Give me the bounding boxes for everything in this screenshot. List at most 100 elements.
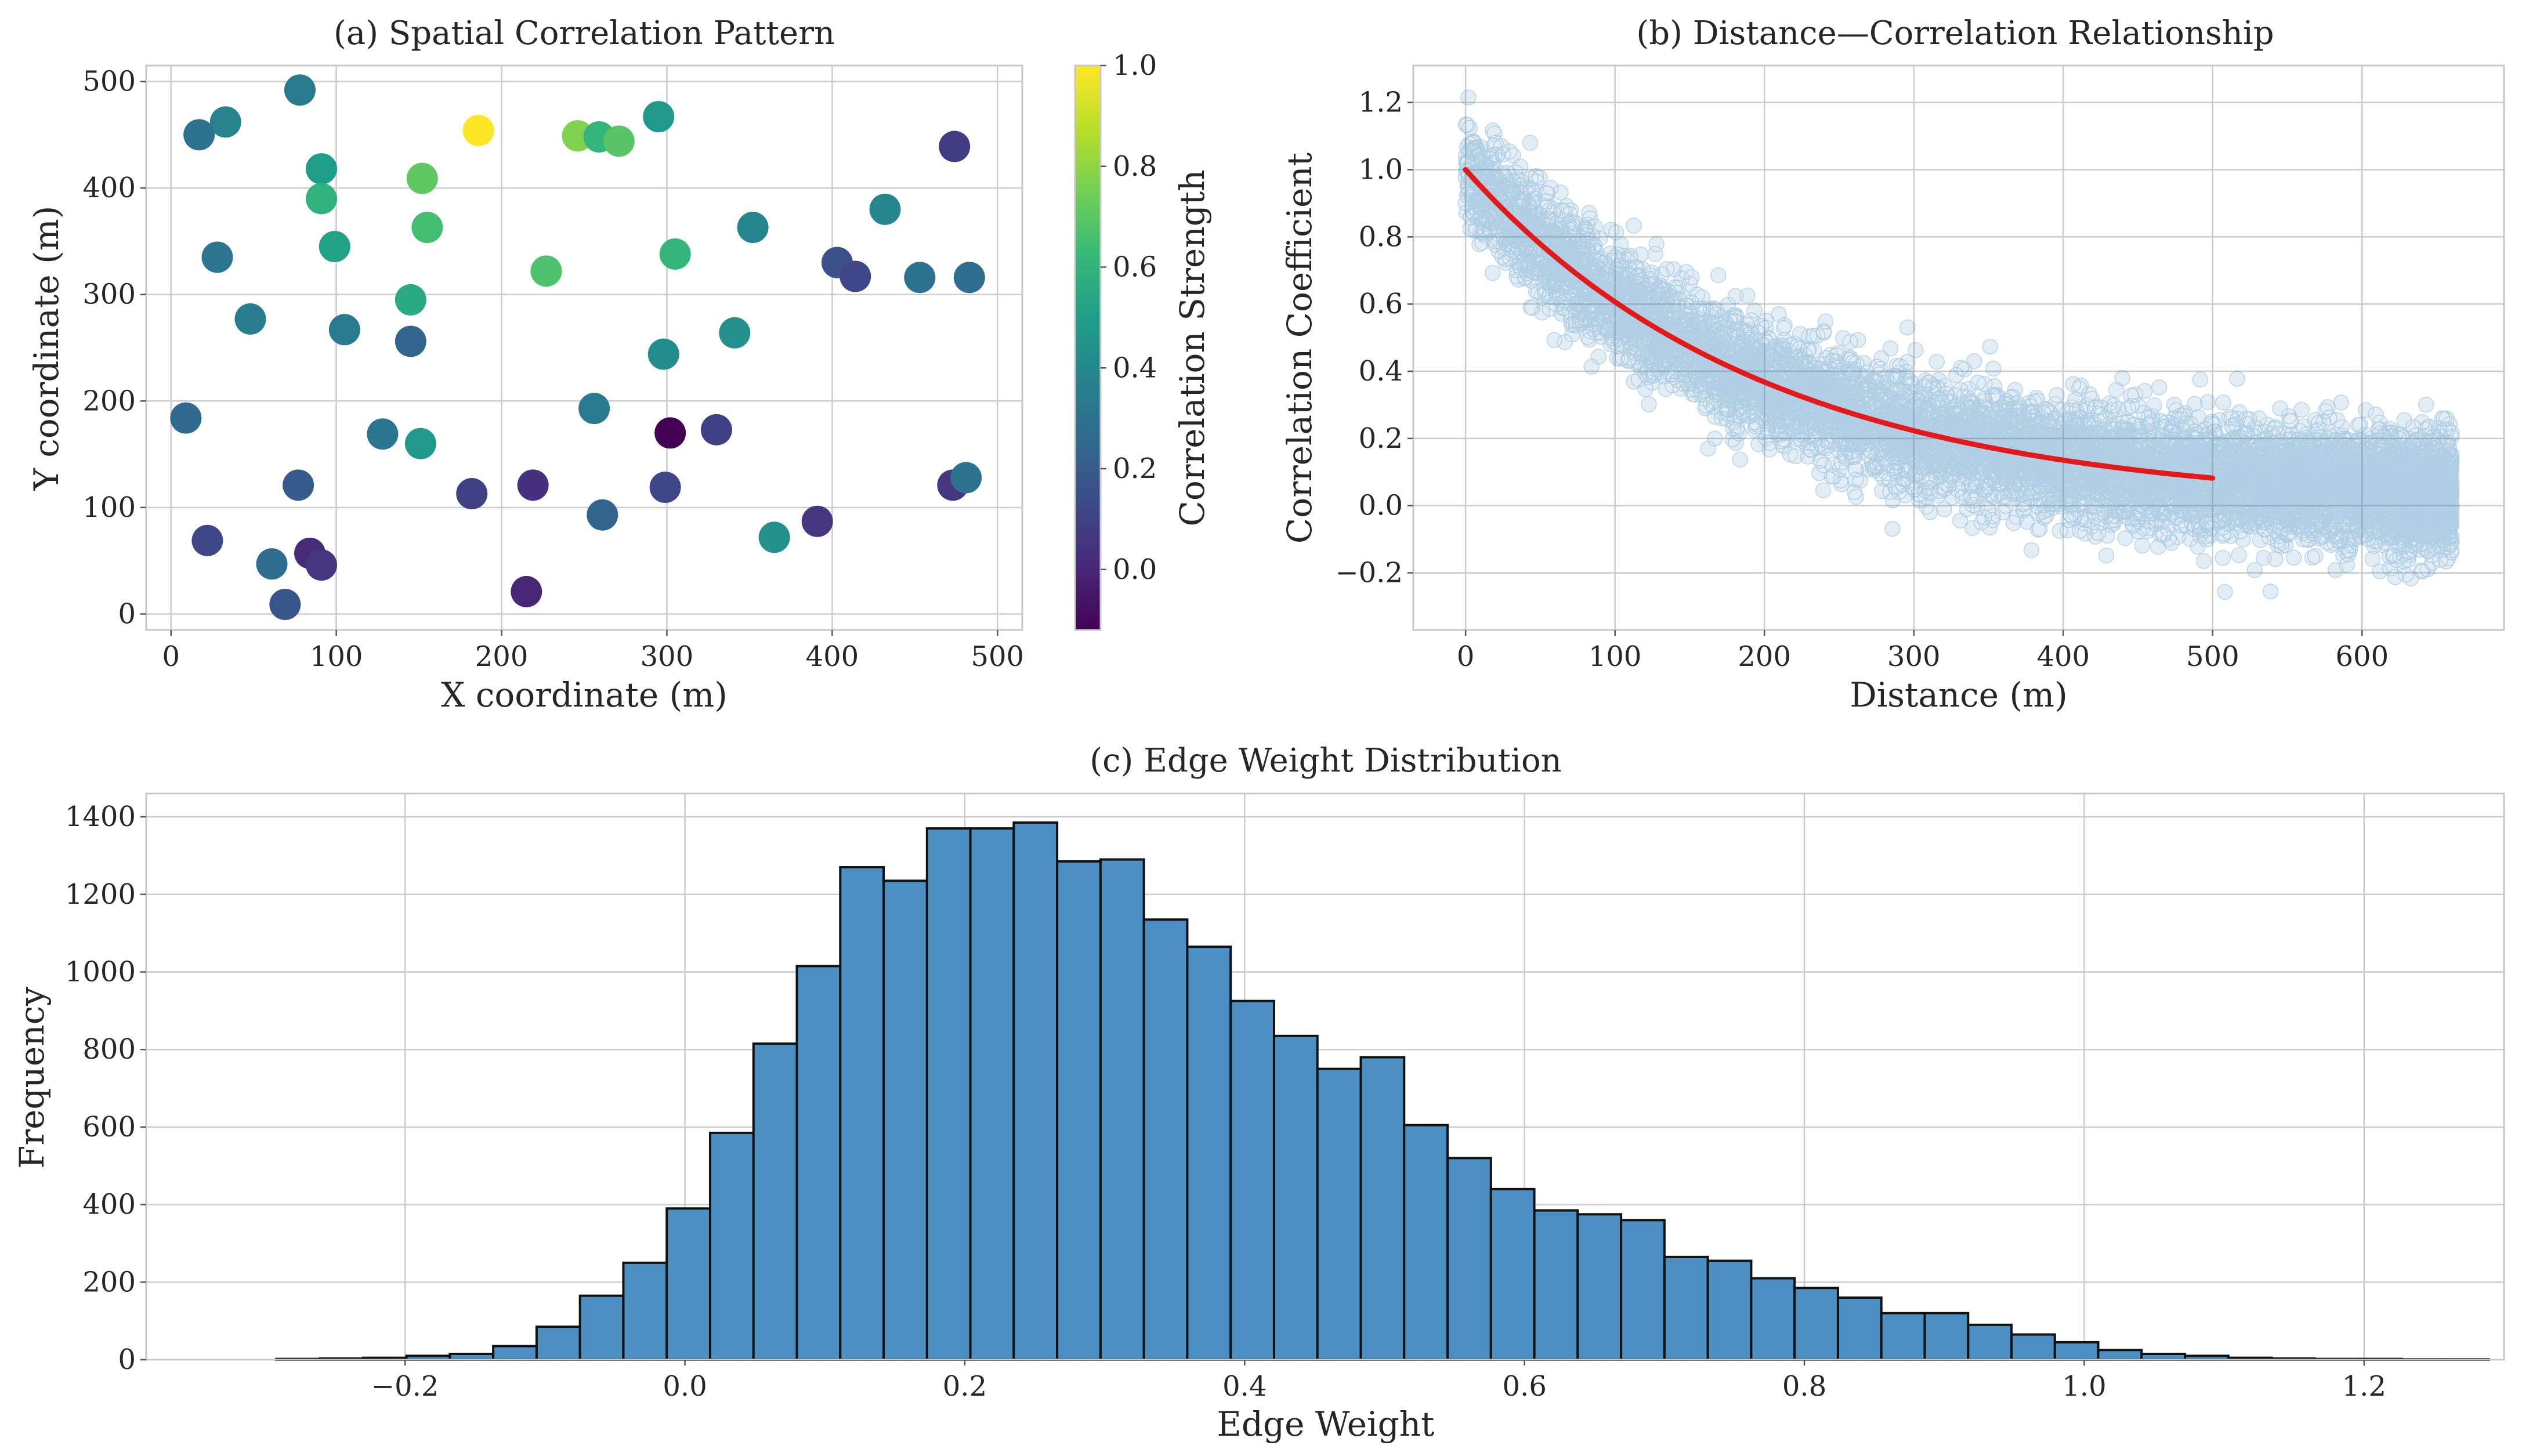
x-tick-label: 0.8 (1782, 1370, 1826, 1403)
scatter-point (953, 262, 985, 294)
scatter-point (269, 588, 301, 620)
histogram-bar (1142, 918, 1189, 1361)
y-tick-label: 600 (82, 1111, 136, 1143)
histogram-bar (708, 1131, 755, 1361)
panel-c-y-ticks: 0 200 400 600 800 1000 1200 1400 (65, 801, 146, 1376)
y-tick-label: 400 (82, 172, 136, 204)
panel-b-distance-correlation: (b) Distance—Correlation Relationship 0 1… (1280, 15, 2505, 715)
histogram-bar (2053, 1341, 2100, 1361)
histogram-bar (1186, 946, 1232, 1361)
colorbar-ticks: 0.0 0.2 0.4 0.6 0.8 1.0 (1101, 49, 1157, 586)
y-tick-label: 1200 (65, 878, 136, 911)
scatter-point (462, 114, 494, 146)
panel-a-spatial-correlation: (a) Spatial Correlation Pattern 0 100 200 3… (27, 15, 1212, 715)
histogram-bar (1620, 1219, 1666, 1361)
scatter-point (256, 548, 288, 580)
scatter-point (456, 478, 488, 510)
histogram-bar (1056, 860, 1102, 1361)
scatter-point (183, 119, 215, 151)
scatter-point (517, 469, 549, 501)
histogram-bar (839, 866, 885, 1361)
scatter-point (869, 193, 901, 225)
panel-a-points (170, 74, 985, 620)
histogram-bar (578, 1294, 625, 1361)
histogram-bar (1403, 1124, 1449, 1361)
scatter-point (719, 317, 751, 349)
x-tick-label: 300 (1887, 640, 1941, 673)
panel-c-edge-weight-histogram: (c) Edge Weight Distribution −0.2 0.0 0.2 0… (12, 742, 2505, 1444)
histogram-bar (1923, 1312, 1970, 1361)
histogram-bar (969, 827, 1015, 1361)
scatter-point (404, 428, 436, 459)
scatter-point (201, 241, 233, 273)
colorbar-tick-label: 0.8 (1113, 150, 1157, 183)
scatter-point (328, 314, 360, 346)
scatter-point (411, 212, 443, 244)
scatter-point (737, 212, 769, 244)
y-tick-label: 800 (82, 1033, 136, 1066)
scatter-point (758, 521, 790, 553)
histogram-bar (1533, 1209, 1579, 1361)
x-tick-label: 0.0 (663, 1370, 707, 1403)
panel-c-bars (275, 821, 2490, 1361)
histogram-bar (882, 879, 928, 1361)
y-tick-label: 0 (118, 597, 136, 630)
histogram-bar (1967, 1323, 2013, 1361)
histogram-bar (1359, 1056, 1406, 1361)
x-tick-label: 0.2 (943, 1370, 987, 1403)
x-tick-label: 600 (2336, 640, 2389, 673)
x-tick-label: 200 (475, 640, 529, 673)
x-tick-label: 100 (310, 640, 363, 673)
y-tick-label: 1.2 (1359, 86, 1403, 119)
scatter-point (643, 101, 675, 133)
colorbar-tick-label: 1.0 (1113, 49, 1157, 82)
y-tick-label: 0.8 (1359, 220, 1403, 253)
y-tick-label: 1400 (65, 801, 136, 833)
scatter-cloud-points (1457, 89, 2460, 600)
scatter-point (234, 303, 266, 335)
y-tick-label: 1.0 (1359, 154, 1403, 186)
panel-a-grid (146, 66, 1022, 630)
histogram-bar (1663, 1255, 1709, 1361)
scatter-point (191, 524, 223, 556)
scatter-point (840, 260, 871, 292)
histogram-bar (1272, 1034, 1319, 1361)
panel-c-frame (145, 792, 2505, 1361)
scatter-point (647, 338, 679, 370)
x-tick-label: 300 (641, 640, 694, 673)
scatter-point (209, 106, 241, 138)
histogram-bar (1706, 1259, 1753, 1361)
y-tick-label: 0.6 (1359, 288, 1403, 320)
panel-b-scatter-cloud (1457, 89, 2460, 600)
y-tick-label: 500 (82, 66, 136, 98)
colorbar-label: Correlation Strength (1173, 169, 1212, 526)
histogram-bar (1880, 1312, 1926, 1361)
histogram-bar (2140, 1352, 2187, 1361)
scatter-point (578, 393, 610, 425)
panel-a-y-ticks: 0 100 200 300 400 500 (82, 66, 146, 630)
colorbar-tick-label: 0.0 (1113, 553, 1157, 586)
panel-c-title: (c) Edge Weight Distribution (1090, 742, 1561, 780)
histogram-bar (925, 827, 972, 1361)
panel-a-frame (145, 64, 1023, 631)
scatter-point (587, 499, 618, 531)
scatter-point (700, 414, 732, 446)
y-tick-label: 0.0 (1359, 490, 1403, 522)
scatter-point (511, 575, 542, 607)
scatter-point (306, 153, 337, 185)
panel-c-y-label: Frequency (12, 987, 52, 1169)
panel-a-y-label: Y coordinate (m) (27, 206, 66, 491)
scatter-point (283, 469, 314, 501)
panel-c-x-ticks: −0.2 0.0 0.2 0.4 0.6 0.8 1.0 1.2 (371, 1360, 2386, 1403)
histogram-bar (492, 1345, 538, 1361)
histogram-bar (1446, 1157, 1492, 1361)
histogram-bar (1316, 1067, 1362, 1361)
scatter-point (939, 131, 971, 162)
histogram-bar (1099, 858, 1145, 1361)
histogram-bar (2010, 1333, 2056, 1361)
y-tick-label: 0.4 (1359, 355, 1403, 387)
x-tick-label: 400 (806, 640, 859, 673)
x-tick-label: 200 (1738, 640, 1791, 673)
panel-b-frame (1412, 64, 2505, 631)
histogram-bar (1229, 999, 1275, 1361)
